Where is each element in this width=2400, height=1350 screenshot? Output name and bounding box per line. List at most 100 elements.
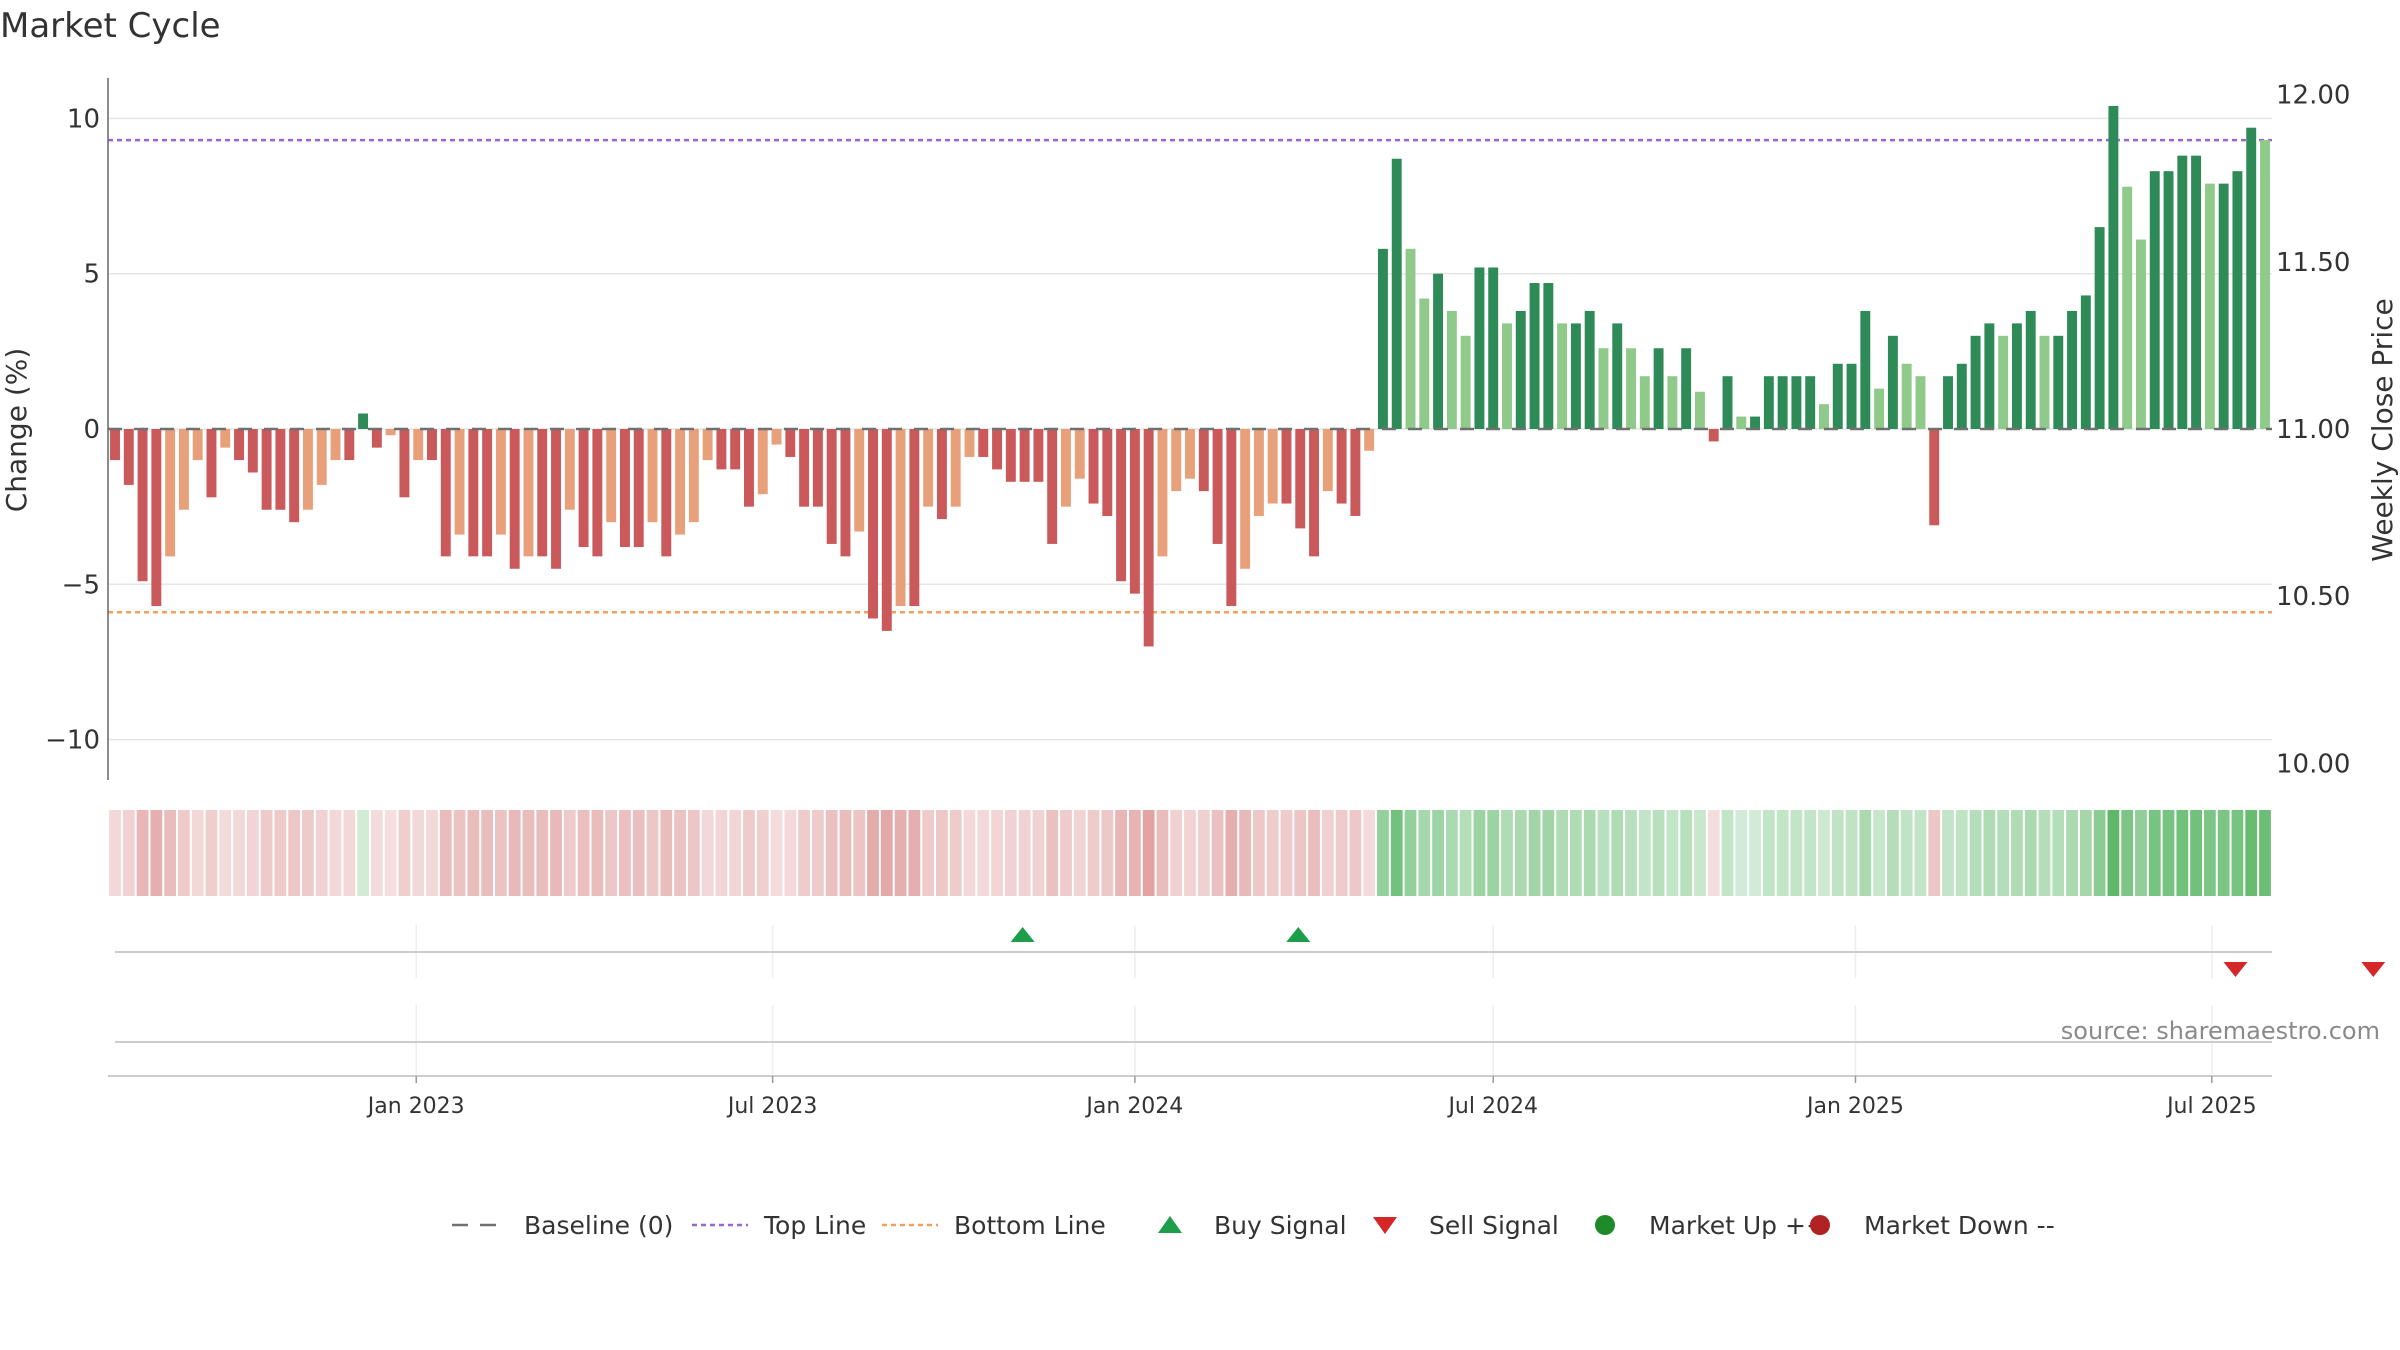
regime-cell [1377,810,1389,896]
signal-panel [108,925,2386,1077]
bar [1956,363,1967,429]
bar [702,429,713,461]
regime-cell [2052,810,2065,896]
regime-cell [1321,810,1334,896]
y-tick-label: 0 [83,415,100,445]
legend-label: Market Up ++ [1649,1211,1827,1240]
bar [1998,335,2009,429]
bar [757,429,768,495]
bar [647,429,658,523]
bar [1281,429,1292,504]
bar [1253,429,1264,516]
regime-cell [1073,810,1086,896]
source-credit: source: sharemaestro.com [2061,1017,2380,1045]
bar [1116,429,1127,582]
regime-cell [370,810,383,896]
regime-cell [2038,810,2051,896]
x-tick-label: Jan 2025 [1805,1094,1904,1119]
bar [261,429,272,510]
bar [1102,429,1113,516]
bar [1626,348,1636,429]
regime-cell [2245,810,2258,896]
regime-cell [936,810,948,896]
bar [358,413,369,429]
regime-cell [2024,810,2037,896]
regime-cell [1969,810,1982,896]
legend-item: Top Line [692,1211,866,1240]
bar [812,429,823,507]
bar [165,429,176,557]
regime-cell [412,810,425,896]
bar [964,429,975,457]
regime-cell [2107,810,2120,896]
bar [1350,429,1361,516]
regime-cell [949,810,962,896]
regime-cell [2190,810,2202,896]
regime-cell [811,810,824,896]
bar [1777,376,1788,429]
regime-cell [178,810,190,896]
regime-cell [302,810,314,896]
regime-cell [798,810,810,896]
regime-cell [1266,810,1279,896]
bar [909,429,920,607]
bar [413,429,424,461]
bar [2218,183,2229,429]
bar [1708,429,1719,442]
bar [1529,283,1540,429]
regime-cell [164,810,177,896]
bar [1240,429,1251,569]
sell-signal-marker [2361,962,2386,977]
regime-cell [1583,810,1596,896]
legend-swatch [1158,1216,1182,1233]
regime-cell [191,810,204,896]
bar [206,429,217,498]
bar [523,429,534,557]
regime-cell [260,810,273,896]
x-tick-label: Jan 2024 [1084,1094,1183,1119]
regime-cell [756,810,769,896]
reference-lines [108,138,2272,614]
regime-cell [1528,810,1541,896]
bar [785,429,796,457]
bar [2191,155,2202,430]
y-axis-label: Change (%) [0,348,33,513]
bar [868,429,878,619]
bar [1171,429,1182,492]
bar [1364,429,1375,451]
regime-cell [1652,810,1665,896]
bar [344,429,355,461]
bar [1502,323,1512,429]
regime-cell [315,810,328,896]
regime-cell [2176,810,2189,896]
regime-strip [109,810,2271,896]
bar [151,429,162,607]
x-tick-label: Jan 2023 [366,1094,465,1119]
bar [2067,310,2078,429]
regime-cell [991,810,1003,896]
bar [1157,429,1168,557]
bar [923,429,934,507]
regime-cell [233,810,245,896]
y2-tick-label: 10.50 [2276,582,2350,612]
bar [1901,363,1912,429]
regime-cell [729,810,742,896]
bar [1694,391,1705,429]
bar [2260,140,2270,429]
bar [123,429,134,485]
legend: Baseline (0) Top Line Bottom Line Buy Signa… [452,1211,2055,1240]
regime-cell [550,810,562,896]
bar [110,429,120,461]
regime-cell [880,810,893,896]
bar [2080,295,2091,429]
regime-cell [1694,810,1706,896]
bar [633,429,644,548]
regime-cell [701,810,714,896]
bar [992,429,1003,470]
bars [108,105,2272,647]
bar [1405,248,1416,429]
bar [688,429,699,523]
bar [1887,335,1898,429]
regime-cell [1680,810,1693,896]
